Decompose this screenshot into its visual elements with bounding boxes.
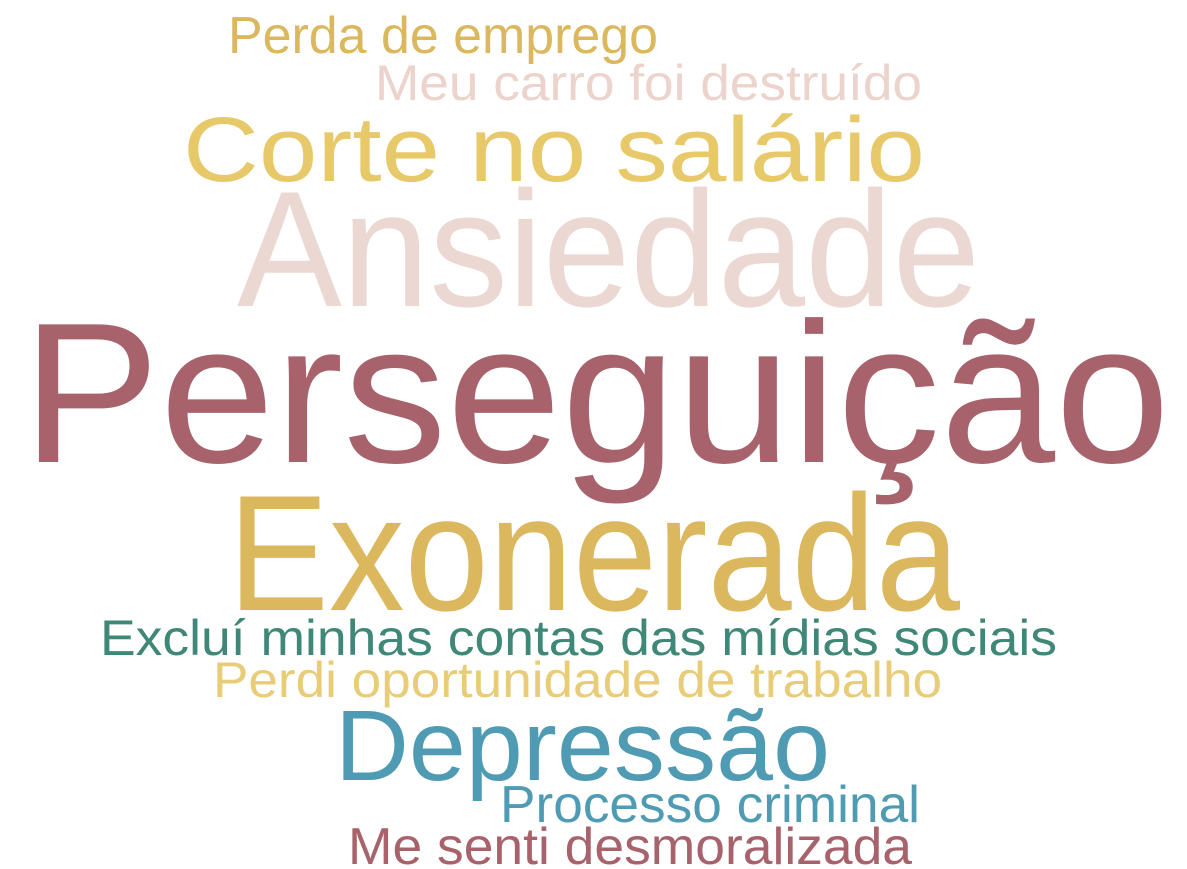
word: Depressão [335, 690, 830, 802]
word: Perda de emprego [228, 7, 658, 65]
word: Ansiedade [237, 157, 980, 341]
word: Me senti desmoralizada [348, 818, 912, 869]
word: Perdi oportunidade de trabalho [213, 652, 942, 708]
word: Processo criminal [500, 776, 920, 834]
word: Perseguição [22, 282, 1170, 505]
word: Exonerada [228, 461, 960, 645]
word: Excluí minhas contas das mídias sociais [100, 610, 1057, 666]
word: Meu carro foi destruído [375, 55, 922, 111]
word: Corte no salário [183, 99, 925, 201]
